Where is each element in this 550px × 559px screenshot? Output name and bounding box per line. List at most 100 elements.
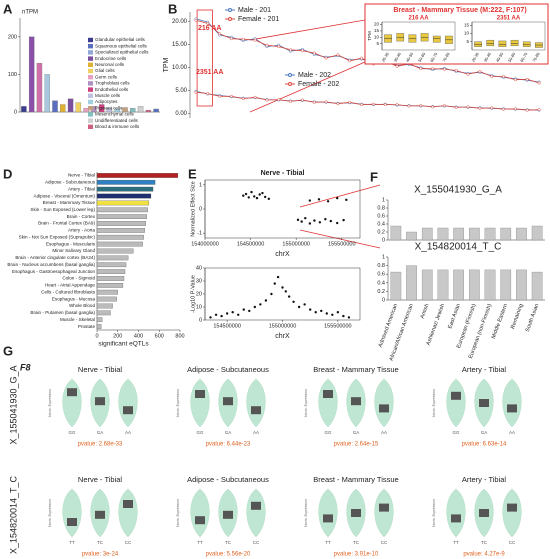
panel-label: B xyxy=(168,1,177,16)
point xyxy=(259,303,262,306)
panel-title: 216 AA xyxy=(408,16,429,22)
point xyxy=(336,196,339,200)
y-tick-label: 1 xyxy=(199,182,202,188)
pvalue: pvalue: 6.63e-14 xyxy=(462,442,507,448)
point xyxy=(513,107,517,111)
bar xyxy=(484,269,496,301)
y-tick-label: 1 xyxy=(382,254,385,260)
point xyxy=(247,196,250,199)
point xyxy=(209,316,212,319)
y-axis-label: TPM xyxy=(367,31,372,41)
point xyxy=(296,218,300,222)
y-tick-label: Brain - Frontal Cortex (BA9) xyxy=(38,221,95,226)
x-tick-label: AA xyxy=(125,430,131,435)
point xyxy=(289,48,293,52)
y-tick-label: 0.6 xyxy=(377,213,385,219)
x-tick-label: GG xyxy=(324,430,332,435)
x-tick-label: CC xyxy=(381,540,388,545)
point xyxy=(284,290,288,293)
bar xyxy=(96,221,146,226)
point xyxy=(237,313,240,316)
bar xyxy=(406,265,417,301)
point xyxy=(342,314,345,318)
y-tick-label: Breast - Mammary Tissue xyxy=(43,200,96,205)
point xyxy=(317,198,321,201)
x-tick-label: GA xyxy=(481,430,488,435)
point xyxy=(348,100,352,104)
panel-title: Nerve - Tibial xyxy=(78,365,123,374)
series-line xyxy=(195,91,540,111)
point xyxy=(537,81,541,85)
x-tick-label: GG xyxy=(68,430,76,435)
point xyxy=(300,220,303,223)
violin xyxy=(446,378,466,428)
legend-swatch xyxy=(88,62,93,67)
legend-swatch xyxy=(88,118,93,123)
x-tick-label: 800 xyxy=(175,333,184,339)
y-axis-label: Norm. Expression xyxy=(48,499,52,527)
legend-label: Glandular epithelial cells xyxy=(95,37,145,42)
median-box xyxy=(479,399,489,407)
point xyxy=(442,104,446,108)
point xyxy=(304,216,307,220)
x-tick-label: GA xyxy=(97,430,104,435)
point xyxy=(537,108,541,112)
bar xyxy=(421,227,433,241)
bar xyxy=(145,109,152,113)
x-tick-label: 155000000 xyxy=(269,323,297,329)
point xyxy=(248,309,251,313)
point xyxy=(242,308,245,311)
bar xyxy=(96,296,117,302)
point xyxy=(214,313,218,316)
x-tick-label: 70-80 xyxy=(441,51,451,63)
bar xyxy=(106,108,113,113)
point xyxy=(241,37,245,41)
median-box xyxy=(251,406,261,415)
x-tick-label: GG xyxy=(196,430,204,435)
y-tick-label: 0 xyxy=(382,237,385,243)
y-tick-label: 5 xyxy=(376,41,379,46)
x-tick-label: CC xyxy=(253,540,260,545)
median-box xyxy=(95,510,105,519)
x-tick-label: AA xyxy=(381,430,387,435)
y-tick-label: 15.00 xyxy=(172,42,188,48)
bar xyxy=(96,310,111,316)
x-tick-label: TT xyxy=(197,540,203,545)
legend-swatch xyxy=(88,112,93,117)
chart-title: X_155041930_G_A xyxy=(414,185,502,196)
bar xyxy=(52,100,58,113)
pvalue: pvalue: 3.91e-10 xyxy=(334,552,379,558)
point xyxy=(241,97,245,101)
bar xyxy=(96,248,134,254)
y-tick-label: Skin - Not Sun Exposed (Suprapubic) xyxy=(19,234,96,239)
legend-label: Trophoblast cells xyxy=(95,81,130,86)
x-tick-label: 50-60 xyxy=(507,51,517,63)
bar xyxy=(96,303,113,309)
legend-swatch xyxy=(88,93,93,98)
point xyxy=(206,92,210,96)
x-tick-label: 154000000 xyxy=(191,241,219,247)
point xyxy=(360,103,364,107)
y-tick-label: Artery - Aorta xyxy=(68,228,96,233)
point xyxy=(253,38,257,42)
median-box xyxy=(451,391,461,400)
point xyxy=(229,37,233,41)
bar xyxy=(60,104,66,113)
point xyxy=(300,98,304,102)
y-tick-label: 10 xyxy=(196,304,202,310)
point xyxy=(297,305,301,309)
median-box xyxy=(223,510,233,519)
point xyxy=(308,199,312,202)
y-tick-label: Cells - Cultured fibroblasts xyxy=(41,289,96,294)
point xyxy=(454,69,458,72)
inset-frame xyxy=(364,3,549,65)
y-tick-label: Adipose - Visceral (Omentum) xyxy=(34,193,96,198)
bar xyxy=(83,108,89,113)
point xyxy=(225,312,229,315)
y-tick-label: 0.4 xyxy=(377,280,385,286)
point xyxy=(383,103,387,107)
point xyxy=(442,67,446,71)
y-tick-label: 20.00 xyxy=(172,19,188,25)
point xyxy=(253,305,257,309)
median-box xyxy=(223,397,233,406)
